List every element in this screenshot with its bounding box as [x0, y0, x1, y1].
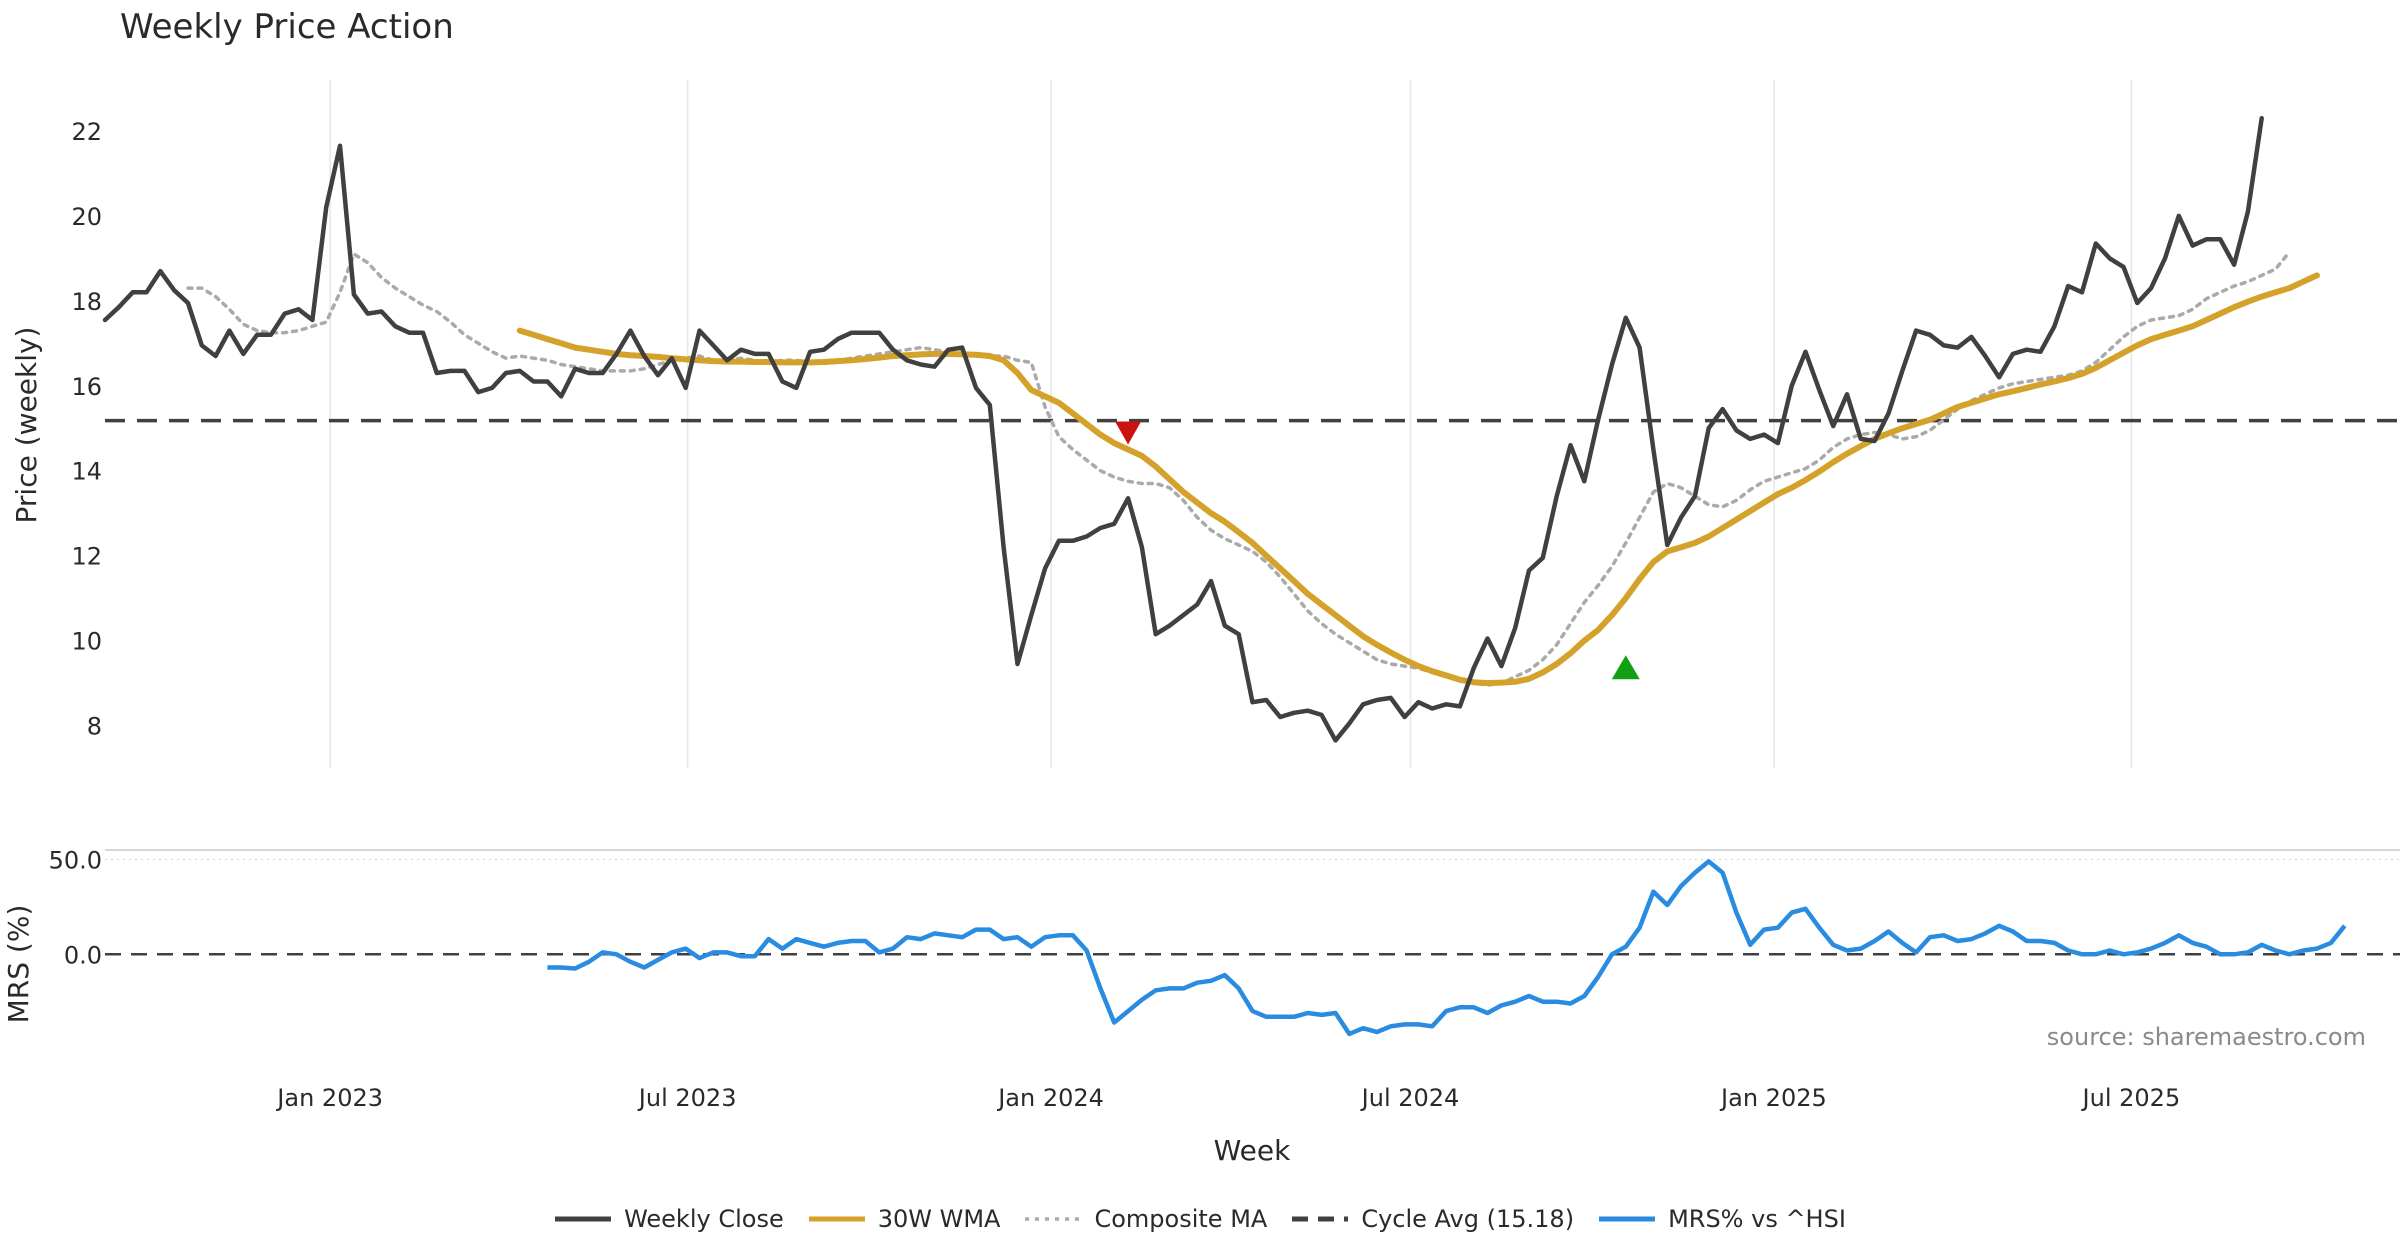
price-y-tick-label: 14: [71, 458, 102, 486]
mrs-y-tick-label: 0.0: [64, 941, 102, 969]
legend-swatch: [1025, 1217, 1082, 1221]
series-weekly-close: [102, 115, 2264, 743]
sell-signal-marker: [1115, 421, 1142, 445]
legend-label: Cycle Avg (15.18): [1361, 1205, 1575, 1233]
legend-item-mrs-vs-hsi: MRS% vs ^HSI: [1598, 1205, 1846, 1233]
series-30w-wma: [516, 272, 2320, 687]
legend-swatch: [555, 1216, 612, 1222]
legend-label: 30W WMA: [877, 1205, 1001, 1233]
price-y-tick-label: 10: [71, 628, 102, 656]
price-series: [102, 115, 2400, 743]
legend-item-weekly-close: Weekly Close: [554, 1205, 784, 1233]
legend-item-composite-ma: Composite MA: [1024, 1205, 1267, 1233]
chart-legend: Weekly Close 30W WMA Composite MA Cycle Avg…: [0, 1205, 2400, 1233]
price-panel-grid: [329, 80, 2133, 768]
x-tick-label: Jan 2023: [275, 1084, 383, 1112]
price-y-tick-label: 12: [71, 543, 102, 571]
price-y-ticks: 8 10 12 14 16 18 20 22: [71, 118, 102, 741]
x-axis-label: Week: [1214, 1134, 1291, 1167]
x-tick-label: Jan 2025: [1719, 1084, 1827, 1112]
legend-swatch: [1292, 1216, 1349, 1222]
series-composite-ma: [186, 250, 2292, 687]
chart-title: Weekly Price Action: [120, 7, 454, 47]
series-mrs-vs-hsi: [547, 859, 2347, 1037]
price-y-axis-label: Price (weekly): [10, 327, 43, 524]
legend-item-30w-wma: 30W WMA: [808, 1205, 1001, 1233]
x-tick-label: Jul 2024: [1360, 1084, 1460, 1112]
source-label: source: sharemaestro.com: [2047, 1023, 2366, 1051]
x-tick-label: Jul 2025: [2081, 1084, 2181, 1112]
mrs-y-axis-label: MRS (%): [2, 905, 35, 1024]
legend-label: MRS% vs ^HSI: [1668, 1205, 1846, 1233]
price-y-tick-label: 20: [71, 203, 102, 231]
legend-label: Weekly Close: [624, 1205, 784, 1233]
price-y-tick-label: 22: [71, 118, 102, 146]
legend-swatch: [1599, 1216, 1656, 1222]
price-y-tick-label: 18: [71, 288, 102, 316]
x-ticks: Jan 2023 Jul 2023 Jan 2024 Jul 2024 Jan 2025…: [275, 1084, 2180, 1112]
legend-item-cycle-avg-15-18: Cycle Avg (15.18): [1291, 1205, 1574, 1233]
mrs-series: [547, 859, 2347, 1037]
x-tick-label: Jan 2024: [996, 1084, 1104, 1112]
price-y-tick-label: 8: [87, 713, 102, 741]
legend-label: Composite MA: [1094, 1205, 1268, 1233]
signal-markers: [1115, 421, 1640, 680]
mrs-y-ticks: 0.0 50.0: [49, 846, 102, 969]
mrs-y-tick-label: 50.0: [49, 846, 102, 874]
x-tick-label: Jul 2023: [637, 1084, 737, 1112]
legend-swatch: [808, 1216, 865, 1222]
buy-signal-marker: [1611, 655, 1640, 680]
price-y-tick-label: 16: [71, 373, 102, 401]
mrs-panel-grid: [105, 849, 2400, 956]
